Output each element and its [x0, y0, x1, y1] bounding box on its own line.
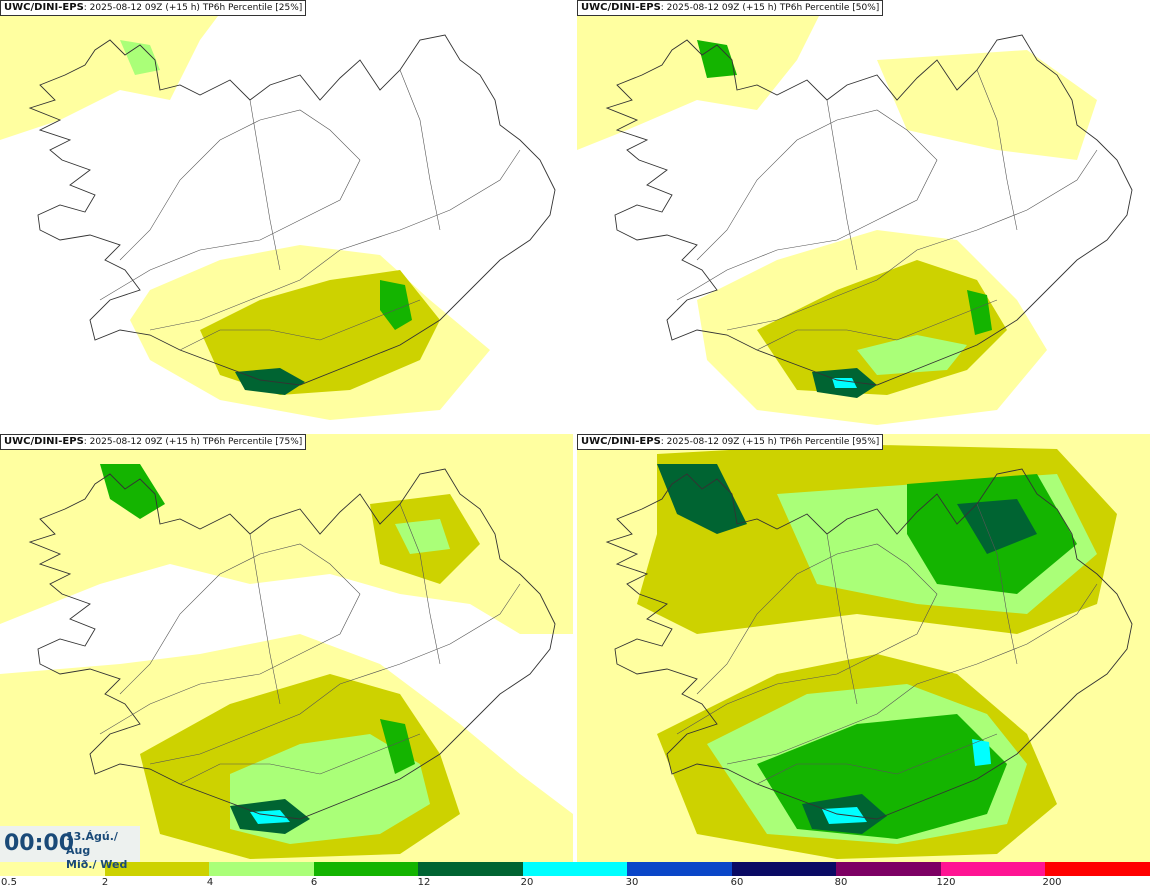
- model-name: UWC/DINI-EPS: [581, 2, 661, 13]
- valid-date: 13.Ágú./ Aug Mið./ Wed: [66, 830, 140, 872]
- run-time: 2025-08-12 09Z: [89, 3, 163, 13]
- model-name: UWC/DINI-EPS: [4, 436, 84, 447]
- precip-map: [577, 0, 1133, 425]
- precip-region: [957, 499, 1037, 554]
- road-line: [676, 109, 938, 301]
- legend-tick: 200: [1042, 877, 1062, 888]
- legend-swatch: [209, 862, 314, 876]
- precip-region: [857, 335, 967, 375]
- road-line: [149, 583, 521, 765]
- legend-swatch: [104, 862, 210, 876]
- precip-region: [100, 464, 165, 519]
- road-line: [976, 503, 1018, 665]
- precip-region: [120, 40, 160, 75]
- legend-swatch: [0, 862, 105, 876]
- road-line: [149, 149, 521, 331]
- map-panel-p50: UWC/DINI-EPS: 2025-08-12 09Z (+15 h) TP6…: [577, 0, 1150, 428]
- road-line: [976, 69, 1018, 231]
- road-line: [826, 533, 858, 705]
- legend-tick: 20: [520, 877, 534, 888]
- valid-weekday: Mið./ Wed: [66, 858, 128, 871]
- precip-map: [0, 0, 556, 420]
- legend-swatch: [627, 862, 732, 876]
- road-line: [676, 543, 938, 735]
- road-line: [756, 299, 998, 351]
- legend-tick: 2: [101, 877, 109, 888]
- coastline: [605, 468, 1133, 820]
- precip-region: [822, 807, 867, 824]
- precip-region: [250, 810, 290, 824]
- legend-swatch: [522, 862, 628, 876]
- field-name: TP6h Percentile [25%]: [202, 3, 303, 13]
- legend-swatch: [836, 862, 941, 876]
- road-line: [399, 69, 441, 231]
- map-panel-p95: UWC/DINI-EPS: 2025-08-12 09Z (+15 h) TP6…: [577, 434, 1150, 862]
- color-legend: [0, 862, 1150, 876]
- coastline: [605, 34, 1133, 386]
- road-line: [179, 733, 421, 785]
- legend-ticks: 0.5 2 4 6 12 20 30 60 80 120 200: [0, 876, 1150, 891]
- model-name: UWC/DINI-EPS: [4, 2, 84, 13]
- precip-region: [380, 280, 412, 330]
- precip-region: [0, 0, 230, 140]
- legend-tick: 4: [206, 877, 214, 888]
- legend-tick: 120: [936, 877, 956, 888]
- precip-region: [380, 719, 415, 774]
- field-name: TP6h Percentile [75%]: [202, 437, 303, 447]
- valid-time: 00:00: [4, 831, 75, 856]
- legend-swatch: [1045, 862, 1150, 876]
- precip-region: [577, 0, 827, 150]
- field-name: TP6h Percentile [95%]: [779, 437, 880, 447]
- legend-swatch: [731, 862, 837, 876]
- precip-region: [877, 50, 1097, 160]
- legend-tick: 0.5: [1, 877, 17, 888]
- run-time: 2025-08-12 09Z: [89, 437, 163, 447]
- precip-region: [395, 519, 450, 554]
- valid-time-box: 00:00 13.Ágú./ Aug Mið./ Wed: [0, 826, 140, 871]
- road-line: [249, 99, 281, 271]
- legend-tick: 80: [834, 877, 848, 888]
- panel-title: UWC/DINI-EPS: 2025-08-12 09Z (+15 h) TP6…: [577, 434, 884, 450]
- road-line: [179, 299, 421, 351]
- road-line: [826, 99, 858, 271]
- precip-region: [972, 739, 991, 766]
- legend-swatch: [418, 862, 523, 876]
- legend-swatch: [313, 862, 419, 876]
- map-panel-p75: UWC/DINI-EPS: 2025-08-12 09Z (+15 h) TP6…: [0, 434, 573, 862]
- legend-swatch: [940, 862, 1046, 876]
- road-line: [249, 533, 281, 705]
- model-name: UWC/DINI-EPS: [581, 436, 661, 447]
- valid-date-label: 13.Ágú./ Aug: [66, 830, 118, 857]
- precip-region: [697, 40, 737, 78]
- precip-region: [967, 290, 992, 335]
- legend-tick: 60: [730, 877, 744, 888]
- precip-map: [0, 434, 573, 862]
- panel-title: UWC/DINI-EPS: 2025-08-12 09Z (+15 h) TP6…: [0, 0, 307, 16]
- panel-title: UWC/DINI-EPS: 2025-08-12 09Z (+15 h) TP6…: [0, 434, 307, 450]
- precip-region: [0, 434, 573, 634]
- road-line: [99, 543, 361, 735]
- legend-tick: 12: [417, 877, 431, 888]
- legend-tick: 6: [310, 877, 318, 888]
- map-panel-p25: UWC/DINI-EPS: 2025-08-12 09Z (+15 h) TP6…: [0, 0, 573, 428]
- lead-time: (+15 h): [165, 3, 200, 13]
- precip-map: [577, 434, 1150, 862]
- panel-title: UWC/DINI-EPS: 2025-08-12 09Z (+15 h) TP6…: [577, 0, 884, 16]
- coastline: [28, 468, 556, 820]
- road-line: [399, 503, 441, 665]
- precip-region: [657, 464, 747, 534]
- coastline: [28, 34, 556, 386]
- road-line: [726, 583, 1098, 765]
- run-time: 2025-08-12 09Z: [666, 437, 740, 447]
- lead-time: (+15 h): [742, 3, 777, 13]
- run-time: 2025-08-12 09Z: [666, 3, 740, 13]
- field-name: TP6h Percentile [50%]: [779, 3, 880, 13]
- lead-time: (+15 h): [165, 437, 200, 447]
- road-line: [99, 109, 361, 301]
- road-line: [726, 149, 1098, 331]
- legend-tick: 30: [625, 877, 639, 888]
- lead-time: (+15 h): [742, 437, 777, 447]
- road-line: [756, 733, 998, 785]
